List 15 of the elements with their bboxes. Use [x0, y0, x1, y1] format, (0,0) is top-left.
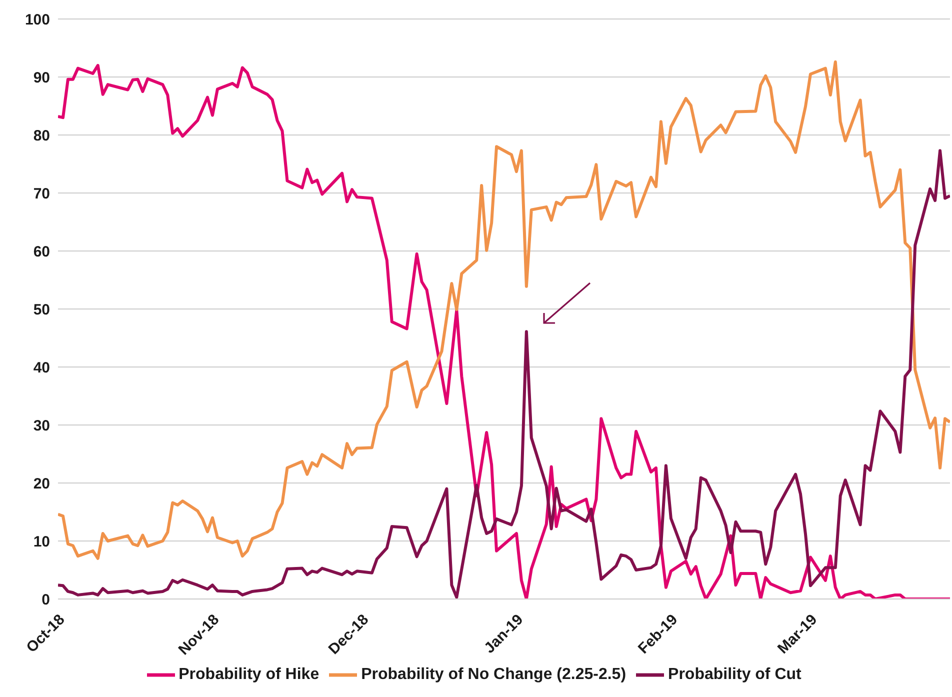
y-tick-label: 0 — [42, 591, 50, 608]
y-tick-label: 70 — [33, 185, 50, 202]
y-tick-label: 60 — [33, 243, 50, 260]
line-series — [58, 149, 950, 599]
y-tick-label: 30 — [33, 417, 50, 434]
legend-label: Probability of No Change (2.25-2.5) — [361, 666, 626, 684]
legend-label: Probability of Cut — [668, 666, 802, 684]
y-tick-label: 40 — [33, 359, 50, 376]
y-tick-label: 90 — [33, 69, 50, 86]
y-tick-label: 100 — [24, 11, 50, 28]
y-tick-label: 80 — [33, 127, 50, 144]
y-tick-label: 10 — [33, 533, 50, 550]
legend-label: Probability of Hike — [178, 666, 320, 684]
y-tick-label: 20 — [33, 475, 50, 492]
y-tick-label: 50 — [33, 301, 50, 318]
